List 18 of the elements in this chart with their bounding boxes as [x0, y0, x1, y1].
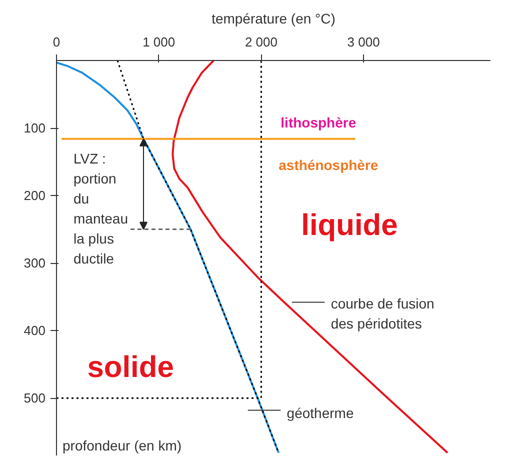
annotation: géotherme: [286, 404, 354, 421]
y-axis-title: profondeur (en km): [62, 438, 182, 454]
annotation: solide: [87, 350, 174, 384]
y-tick-label: 200: [24, 188, 46, 204]
x-tick-label: 2 000: [244, 34, 278, 50]
y-tick-label: 400: [24, 323, 46, 338]
y-tick-label: 100: [24, 120, 46, 136]
y-tick-label: 500: [24, 390, 46, 406]
x-tick-label: 3 000: [347, 34, 380, 50]
annotation: LVZ : portion du manteau la plus ductile: [73, 150, 128, 266]
x-tick-label: 1 000: [142, 34, 176, 50]
annotation: lithosphère: [280, 114, 356, 131]
annotation: liquide: [301, 209, 398, 242]
y-tick-label: 300: [24, 256, 46, 271]
annotation: asthénosphère: [278, 157, 378, 174]
annotation: courbe de fusion des péridotites: [330, 295, 434, 332]
x-tick-label: 0: [52, 34, 60, 50]
x-axis-title: température (en °C): [212, 10, 336, 26]
